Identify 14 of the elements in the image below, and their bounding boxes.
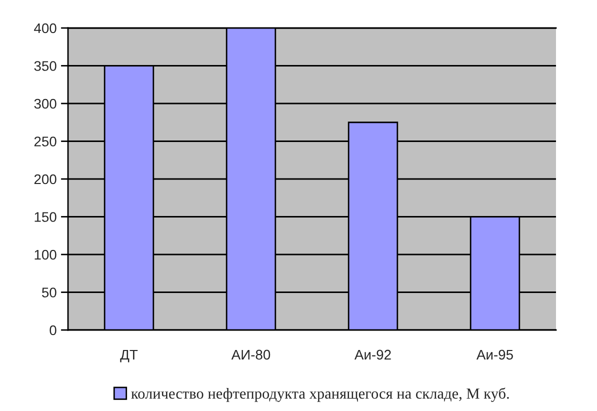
- y-tick-label: 400: [34, 23, 56, 34]
- legend-label: количество нефтепродукта хранящегося на складе, М куб.: [131, 388, 509, 402]
- y-tick-label: 50: [42, 288, 56, 298]
- x-tick-label: АИ-80: [231, 350, 270, 360]
- y-tick-label: 100: [34, 250, 56, 260]
- x-tick-label: Аи-92: [354, 350, 391, 360]
- y-tick-label: 0: [50, 325, 56, 336]
- y-tick-label: 150: [34, 212, 56, 222]
- y-tick-label: 200: [34, 174, 56, 184]
- y-tick-label: 350: [34, 61, 56, 71]
- y-tick-label: 250: [34, 136, 56, 146]
- y-tick-label: 300: [34, 98, 56, 109]
- x-tick-label: Аи-95: [476, 350, 513, 360]
- x-tick-label: ДТ: [120, 350, 138, 362]
